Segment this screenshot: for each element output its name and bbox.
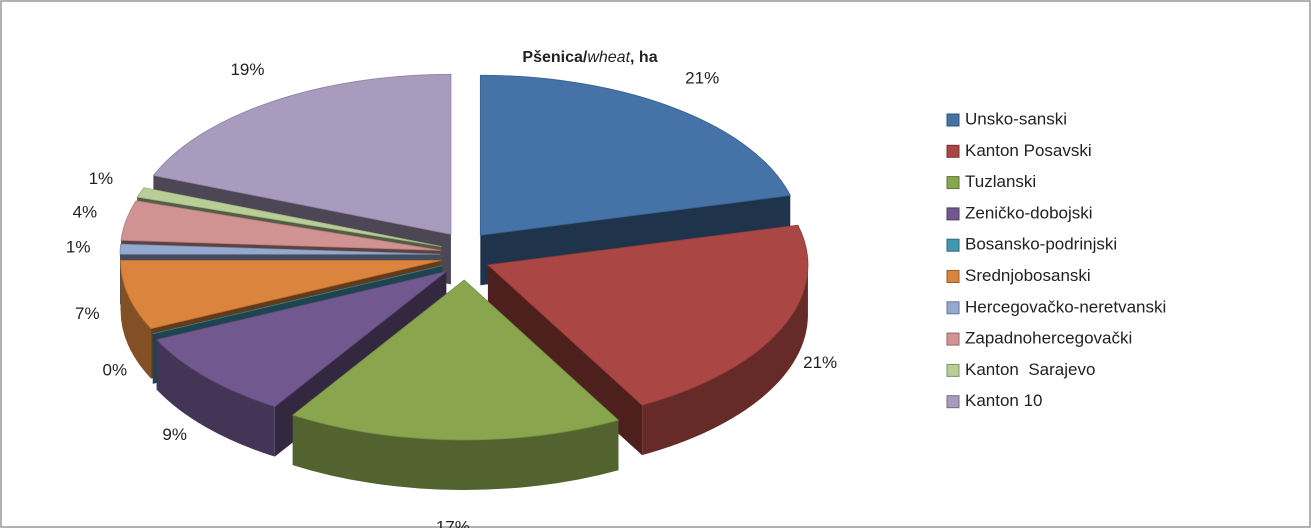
legend-label: Srednjobosanski <box>965 266 1091 285</box>
legend-label: Unsko-sanski <box>965 109 1067 128</box>
legend-label: Bosansko-podrinjski <box>965 235 1117 254</box>
title-part: Pšenica/ <box>522 49 587 66</box>
data-label: 4% <box>73 203 98 222</box>
slice <box>152 265 443 335</box>
data-label: 9% <box>162 425 187 444</box>
legend-label: Tuzlanski <box>965 172 1036 191</box>
legend-swatch <box>946 270 960 283</box>
legend-swatch <box>946 363 960 377</box>
data-label: 7% <box>75 304 100 323</box>
data-label: 0% <box>103 361 128 380</box>
legend-label: Hercegovačko-neretvanski <box>965 297 1166 316</box>
data-label: 17% <box>436 517 470 528</box>
legend-label: Zapadnohercegovački <box>965 329 1132 348</box>
slice <box>136 187 442 247</box>
slice-side <box>120 260 152 379</box>
slice <box>119 243 441 255</box>
slice <box>152 73 452 235</box>
slice <box>155 271 447 408</box>
data-label: 21% <box>803 353 837 372</box>
legend-swatch <box>946 238 960 252</box>
legend-swatch <box>946 207 960 221</box>
data-label: 1% <box>66 237 91 256</box>
slice <box>120 200 441 251</box>
chart-title: Pšenica/wheat, ha <box>522 49 657 66</box>
legend-label: Kanton Posavski <box>965 141 1092 160</box>
data-label: 1% <box>89 169 114 188</box>
slice-side <box>156 339 275 457</box>
legend-swatch <box>946 332 960 346</box>
legend-label: Zeničko-dobojski <box>965 203 1093 222</box>
pie-tops <box>119 73 809 441</box>
legend-swatch <box>946 144 960 158</box>
slice <box>291 279 620 441</box>
slice <box>120 260 441 330</box>
legend-label: Kanton Sarajevo <box>965 360 1095 379</box>
legend-swatch <box>946 113 960 127</box>
legend-swatch <box>946 395 960 409</box>
slice <box>487 224 809 406</box>
title-part: , ha <box>630 49 658 66</box>
legend-swatch <box>946 301 960 315</box>
legend-swatch <box>946 176 960 190</box>
slice-side <box>642 264 808 456</box>
data-label: 21% <box>685 68 719 87</box>
data-label: 19% <box>230 60 264 79</box>
title-part: wheat <box>587 49 630 66</box>
slice <box>479 74 791 236</box>
legend-label: Kanton 10 <box>965 391 1043 410</box>
